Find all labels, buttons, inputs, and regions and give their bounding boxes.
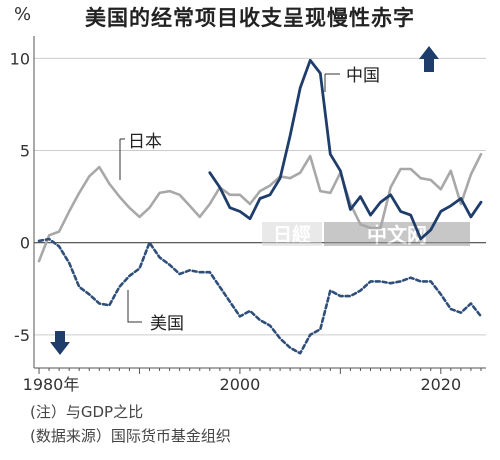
y-tick-label: 5 <box>20 142 30 161</box>
series-japan-line <box>37 152 483 263</box>
chart-title: 美国的经常项目收支呈现慢性赤字 <box>85 6 415 30</box>
x-tick-label: 1980年 <box>23 375 80 394</box>
x-axis-tick-labels: 1980年 2000 2020 <box>23 375 462 394</box>
y-tick-label: 10 <box>10 49 30 68</box>
watermark-logo: 日經 中文网 <box>262 222 470 247</box>
y-tick-label: 0 <box>20 234 30 253</box>
series-usa-line <box>37 237 483 355</box>
svg-text:日經: 日經 <box>273 223 311 246</box>
y-axis-unit: % <box>14 4 32 25</box>
series-usa-label: 美国 <box>150 314 184 334</box>
axes <box>33 36 486 374</box>
series-japan-label: 日本 <box>128 132 162 152</box>
series-china-line <box>208 58 483 241</box>
up-arrow-icon <box>419 46 439 72</box>
series-usa-leader <box>127 290 142 323</box>
note-source: (数据来源）国际货币基金组织 <box>30 427 231 445</box>
x-tick-label: 2000 <box>220 375 261 394</box>
x-tick-label: 2020 <box>420 375 461 394</box>
series-china-label: 中国 <box>346 66 380 86</box>
down-arrow-icon <box>50 331 70 355</box>
series-lines <box>37 58 483 355</box>
gridlines <box>34 57 486 336</box>
note-ratio: (注）与GDP之比 <box>30 403 144 421</box>
y-axis-tick-labels: 10 5 0 -5 <box>10 49 30 344</box>
y-tick-label: -5 <box>14 326 30 345</box>
